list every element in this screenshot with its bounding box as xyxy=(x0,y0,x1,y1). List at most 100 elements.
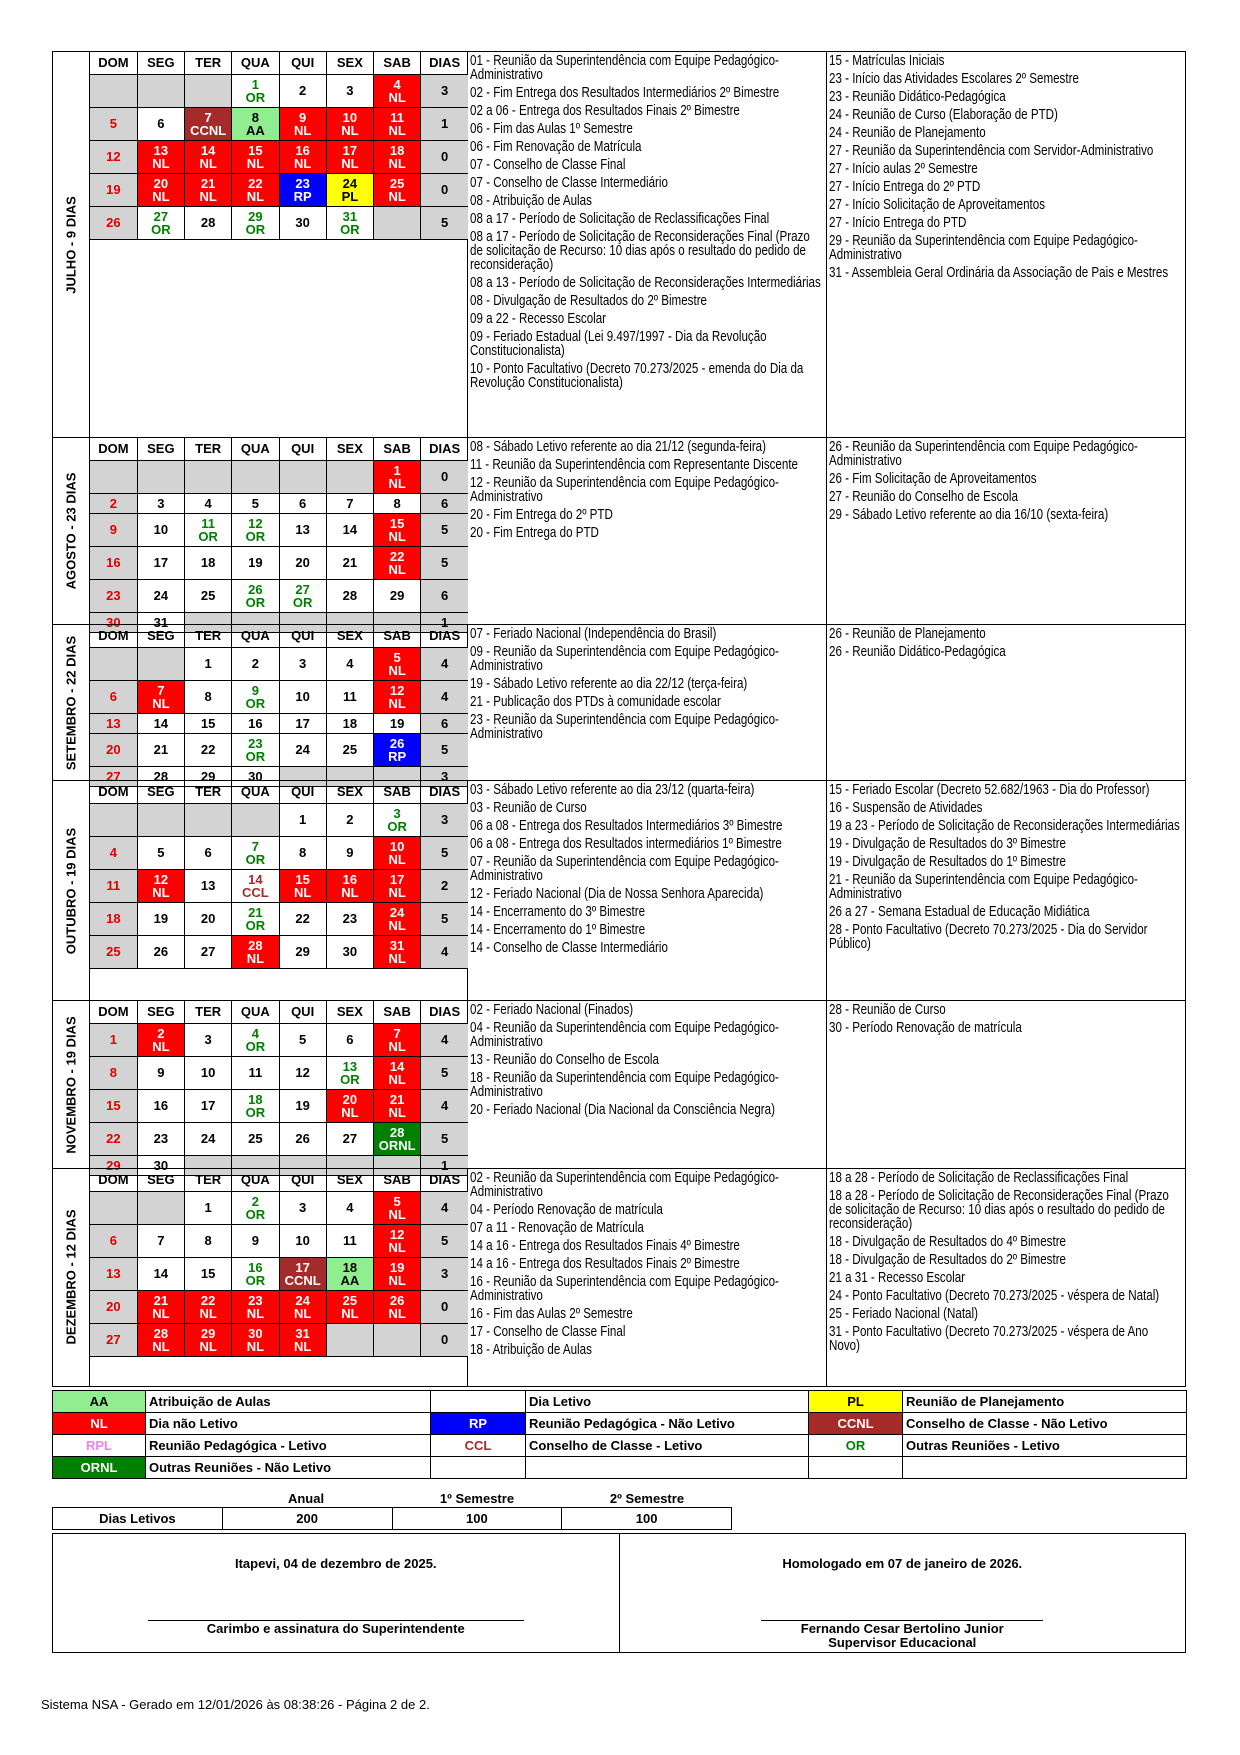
day-cell: 7 xyxy=(136,1223,186,1258)
days-count: 2 xyxy=(420,868,468,903)
weekday-header: TER xyxy=(183,1001,233,1024)
days-count-value: 4 xyxy=(441,1098,449,1113)
day-cell: 6 xyxy=(136,106,186,141)
days-count: 4 xyxy=(420,1190,468,1225)
day-code: OR xyxy=(245,748,266,764)
day-code: NL xyxy=(293,122,312,138)
calendar: DOM SEG TER QUA QUI SEX SAB DIAS 1 OR 2 3 4 NL 3 5 6 7 CCN… xyxy=(90,52,468,437)
day-cell: 26 xyxy=(136,934,186,969)
legend-code: ORNL xyxy=(52,1456,146,1479)
day-number: 11 xyxy=(343,1233,357,1248)
event-item: 12 - Feriado Nacional (Dia de Nossa Senh… xyxy=(470,886,764,902)
day-number: 20 xyxy=(153,175,169,191)
days-count-value: 3 xyxy=(441,812,449,827)
day-cell: 18 OR xyxy=(231,1088,280,1123)
day-number: 2 xyxy=(251,1193,259,1209)
day-number: 29 xyxy=(389,588,405,603)
day-cell: 2 xyxy=(90,492,138,514)
day-code: OR xyxy=(245,594,266,610)
event-item: 26 - Reunião Didático-Pedagógica xyxy=(829,644,1006,660)
day-code: OR xyxy=(387,818,407,834)
day-number: 30 xyxy=(248,768,263,784)
event-item: 04 - Período Renovação de matrícula xyxy=(470,1202,663,1218)
month-label: OUTUBRO - 19 DIAS xyxy=(63,827,79,954)
legend-description xyxy=(902,1456,1187,1479)
weekday-header: SEX xyxy=(325,438,375,461)
day-number: 28 xyxy=(200,215,216,230)
day-code: CCL xyxy=(242,884,269,900)
weekday-header: SEG xyxy=(136,438,186,461)
legend-description: Conselho de Classe - Letivo xyxy=(525,1434,809,1457)
day-number: 10 xyxy=(295,689,310,704)
day-number: 12 xyxy=(106,149,121,164)
events-left: 02 - Reunião da Superintendência com Equ… xyxy=(468,1169,827,1386)
day-number: 20 xyxy=(342,1091,358,1107)
event-item: 30 - Período Renovação de matrícula xyxy=(829,1020,1022,1036)
day-cell: 2 xyxy=(231,646,280,681)
day-cell xyxy=(325,1322,375,1357)
event-item: 14 - Encerramento do 1º Bimestre xyxy=(470,922,646,938)
day-number: 13 xyxy=(153,142,169,158)
day-code: NL xyxy=(388,1239,406,1255)
event-item: 01 - Reunião da Superintendência com Equ… xyxy=(470,53,779,83)
day-number: 8 xyxy=(109,1065,117,1080)
day-code: NL xyxy=(152,1305,170,1321)
event-item: 18 - Atribuição de Aulas xyxy=(470,1342,592,1358)
month-block: AGOSTO - 23 DIAS DOM SEG TER QUA QUI SEX SAB DIA… xyxy=(52,437,1186,633)
day-cell: 28 ORNL xyxy=(372,1121,422,1156)
summary-header-annual: Anual xyxy=(287,1491,325,1506)
day-number: 29 xyxy=(200,1325,216,1341)
event-item: 15 - Feriado Escolar (Decreto 52.682/196… xyxy=(829,782,1150,798)
day-number: 23 xyxy=(248,1292,263,1308)
day-number: 22 xyxy=(200,1292,216,1308)
day-number: 22 xyxy=(295,911,310,926)
event-item: 09 a 22 - Recesso Escolar xyxy=(470,311,607,327)
events-right: 26 - Reunião de Planejamento 26 - Reunião… xyxy=(827,625,1184,780)
day-cell: 30 xyxy=(278,205,327,240)
days-count: 5 xyxy=(420,1223,468,1258)
day-number: 14 xyxy=(153,715,169,731)
day-cell: 12 NL xyxy=(372,679,422,714)
day-number: 10 xyxy=(295,1233,310,1248)
day-number: 10 xyxy=(389,838,405,854)
days-count-value: 5 xyxy=(441,1233,449,1248)
event-item: 08 a 17 - Período de Solicitação de Reco… xyxy=(470,229,810,273)
day-code: OR xyxy=(198,528,218,544)
day-cell: 6 xyxy=(90,679,138,714)
days-count-value: 5 xyxy=(441,522,449,537)
day-cell: 19 xyxy=(136,901,186,936)
day-number: 9 xyxy=(251,1233,259,1248)
days-count: 5 xyxy=(420,732,468,767)
day-code: NL xyxy=(246,155,265,171)
event-item: 18 a 28 - Período de Solicitação de Reco… xyxy=(829,1188,1169,1232)
day-number: 19 xyxy=(153,911,169,926)
day-cell: 28 xyxy=(183,205,233,240)
day-number: 7 xyxy=(157,1233,165,1248)
day-cell: 12 xyxy=(278,1055,327,1090)
day-cell: 8 xyxy=(183,1223,233,1258)
day-cell: 12 xyxy=(90,139,138,174)
days-count-value: 0 xyxy=(441,149,449,164)
day-number: 22 xyxy=(200,742,216,757)
summary-header-sem1: 1º Semestre xyxy=(439,1491,515,1506)
legend-description: Conselho de Classe - Não Letivo xyxy=(902,1412,1187,1435)
weekday-header: QUI xyxy=(278,781,327,804)
calendar-grid: DOM SEG TER QUA QUI SEX SAB DIAS 1 OR 2 3 4 NL 3 5 6 7 CCN… xyxy=(90,52,468,240)
day-code: NL xyxy=(246,1338,265,1354)
day-number: 24 xyxy=(295,1292,310,1308)
day-number: 29 xyxy=(200,768,216,784)
day-number: 15 xyxy=(200,1266,216,1281)
day-cell: 31 NL xyxy=(278,1322,327,1357)
day-cell: 24 xyxy=(136,578,186,613)
day-cell: 27 xyxy=(90,1322,138,1357)
day-code: NL xyxy=(293,1305,312,1321)
day-number: 16 xyxy=(342,871,358,887)
day-number: 23 xyxy=(153,1131,169,1146)
day-number: 15 xyxy=(106,1098,121,1113)
day-code: NL xyxy=(293,1338,312,1354)
weekday-header: SAB xyxy=(372,1169,422,1192)
day-number: 5 xyxy=(299,1032,307,1047)
day-code: NL xyxy=(293,884,312,900)
day-number: 15 xyxy=(389,515,405,531)
day-cell xyxy=(231,802,280,837)
